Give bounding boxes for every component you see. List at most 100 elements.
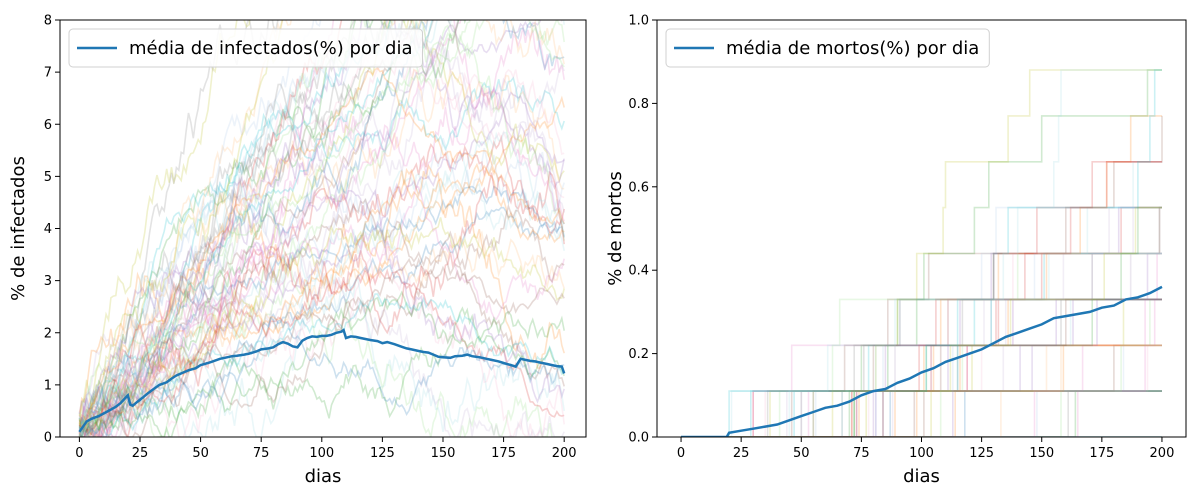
infected-y-tick-label: 2 [44,326,52,341]
deaths-run-line [681,252,1162,437]
deaths-x-axis-label: dias [903,466,940,487]
deaths-run-line [681,344,1162,437]
infected-y-tick-label: 4 [44,222,52,237]
infected-run-line [78,20,279,431]
infected-panel: 0 25 50 75 100 125 150 175 200 0 1 2 3 4 5 6 7 8 dias % de … [8,14,587,487]
infected-run-line [78,217,565,431]
deaths-run-line [681,206,1162,437]
infected-run-line [78,20,565,437]
infected-run-line [78,20,322,437]
infected-run-line [78,163,565,417]
infected-run-line [78,137,565,427]
infected-run-line [78,20,565,437]
infected-run-line [79,203,565,437]
deaths-run-line [681,390,1162,437]
deaths-run-line [681,206,1162,437]
deaths-run-line [681,390,1162,437]
deaths-run-line [681,252,1162,437]
deaths-run-line [681,298,1162,437]
infected-run-line [78,67,565,426]
infected-run-line [78,20,462,437]
infected-y-tick-label: 6 [44,118,52,133]
infected-run-line [78,20,565,430]
infected-run-line [78,20,369,437]
deaths-run-line [681,161,1162,437]
infected-run-line [78,20,284,432]
deaths-y-tick-label: 0.6 [628,180,649,195]
deaths-simulation-runs [681,69,1163,437]
infected-y-tick-label: 0 [44,431,52,446]
deaths-run-line [681,298,1162,437]
deaths-run-line [681,298,1162,437]
deaths-x-tick-label: 75 [853,446,870,461]
deaths-run-line [681,161,1162,437]
deaths-run-line [681,390,1162,437]
infected-y-tick-label: 5 [44,170,52,185]
deaths-run-line [681,69,1162,437]
deaths-run-line [681,390,1162,437]
deaths-run-line [681,344,1162,437]
infected-legend-box [68,28,424,68]
deaths-run-line [681,390,1162,437]
infected-run-line [78,20,565,423]
deaths-y-tick-label: 0.2 [628,347,649,362]
infected-legend-label: média de infectados(%) por dia [129,38,413,59]
deaths-run-line [681,344,1162,437]
infected-x-tick-label: 75 [253,446,270,461]
infected-run-line [79,185,565,437]
infected-run-line [78,278,565,437]
deaths-run-line [681,69,1162,437]
infected-run-line [78,273,565,437]
deaths-run-line [681,161,1162,437]
deaths-x-tick-label: 125 [969,446,994,461]
infected-simulation-runs [78,20,565,437]
deaths-y-tick-label: 0.8 [628,97,649,112]
deaths-mean-line [681,285,1163,437]
infected-y-axis-label: % de infectados [8,156,29,301]
deaths-run-line [681,206,1162,437]
deaths-run-line [681,252,1162,437]
infected-run-line [78,198,565,431]
deaths-run-line [681,298,1162,437]
deaths-y-tick-label: 0.0 [628,431,649,446]
infected-run-line [78,46,565,437]
infected-run-line [79,154,565,437]
infected-y-tick-label: 7 [44,66,52,81]
infected-run-line [78,20,343,437]
deaths-run-line [681,344,1162,437]
infected-run-line [78,162,565,437]
deaths-y-axis-label: % de mortos [605,171,626,285]
infected-run-line [78,91,565,436]
deaths-run-line [681,69,1162,437]
deaths-x-tick-label: 0 [677,446,685,461]
infected-run-line [78,206,565,434]
deaths-run-line [681,252,1162,437]
deaths-x-tick-label: 150 [1029,446,1054,461]
deaths-x-tick-label: 200 [1150,446,1175,461]
deaths-run-line [681,69,1162,437]
infected-run-line [79,290,565,437]
infected-run-line [78,20,404,437]
deaths-legend-box [665,28,990,68]
infected-run-line [79,95,565,436]
deaths-run-line [681,252,1162,437]
deaths-run-line [681,390,1162,437]
infected-run-line [78,20,565,420]
deaths-run-line [681,206,1162,437]
infected-run-line [78,76,565,437]
deaths-x-tick-label: 25 [733,446,750,461]
infected-x-tick-label: 175 [491,446,516,461]
deaths-run-line [681,390,1162,437]
deaths-run-line [681,298,1162,437]
infected-x-axis-label: dias [305,466,342,487]
infected-run-line [78,267,565,435]
deaths-run-line [681,298,1162,437]
deaths-y-tick-label: 0.4 [628,264,649,279]
deaths-run-line [681,298,1162,437]
deaths-legend: média de mortos(%) por dia [665,28,990,68]
infected-run-line [78,185,565,437]
infected-run-line [78,134,565,437]
infected-legend: média de infectados(%) por dia [68,28,424,68]
infected-x-tick-label: 125 [370,446,395,461]
